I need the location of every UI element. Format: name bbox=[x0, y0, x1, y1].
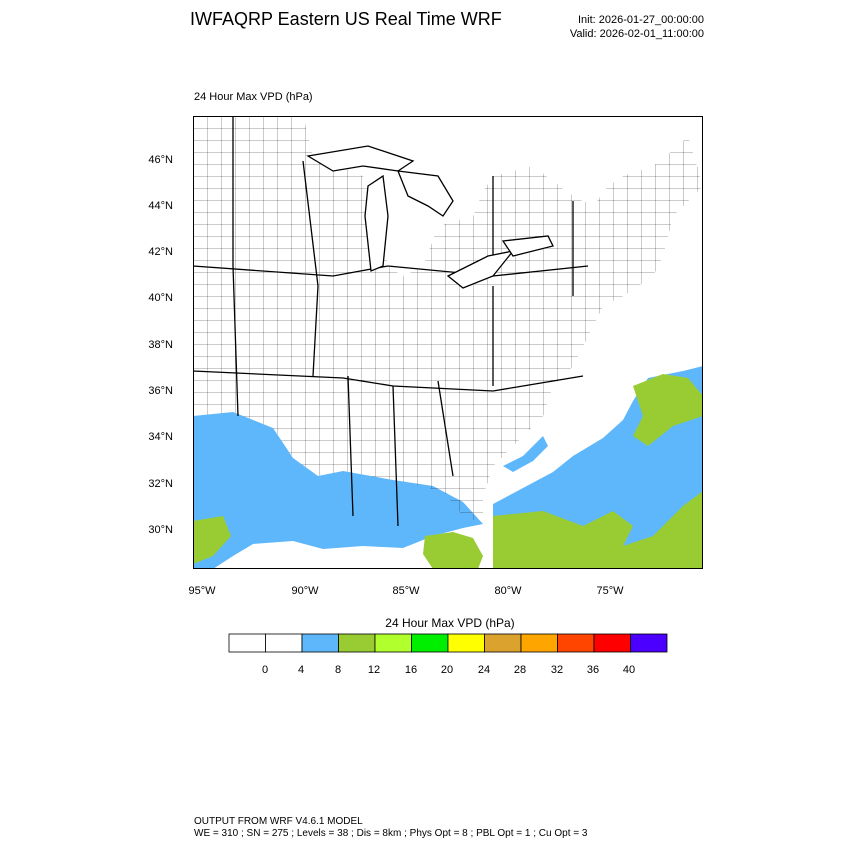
lon-label: 90°W bbox=[291, 585, 319, 597]
colorbar-label: 12 bbox=[367, 664, 381, 676]
colorbar-swatch bbox=[520, 633, 558, 653]
colorbar-swatch bbox=[411, 633, 449, 653]
colorbar-label: 24 bbox=[477, 664, 491, 676]
lat-label: 30°N bbox=[148, 524, 173, 536]
valid-time: Valid: 2026-02-01_11:00:00 bbox=[569, 28, 704, 40]
lon-label: 75°W bbox=[596, 585, 624, 597]
colorbar-swatch bbox=[630, 633, 668, 653]
colorbar-label: 28 bbox=[513, 664, 527, 676]
colorbar-swatch bbox=[301, 633, 339, 653]
colorbar-swatch bbox=[265, 633, 303, 653]
vpd-map bbox=[193, 116, 703, 569]
vpd-green-region-ocean-south bbox=[493, 491, 703, 569]
colorbar-title: 24 Hour Max VPD (hPa) bbox=[385, 616, 515, 630]
footer-model-line: OUTPUT FROM WRF V4.6.1 MODEL bbox=[194, 816, 363, 827]
colorbar-label: 36 bbox=[586, 664, 600, 676]
colorbar bbox=[228, 633, 668, 653]
lat-label: 40°N bbox=[148, 292, 173, 304]
field-label: 24 Hour Max VPD (hPa) bbox=[194, 91, 313, 103]
colorbar-label: 0 bbox=[261, 664, 269, 676]
lat-label: 46°N bbox=[148, 154, 173, 166]
plot-title: IWFAQRP Eastern US Real Time WRF bbox=[190, 9, 502, 29]
init-time: Init: 2026-01-27_00:00:00 bbox=[578, 14, 704, 26]
vpd-blue-region-gulf bbox=[193, 412, 483, 569]
lat-label: 38°N bbox=[148, 339, 173, 351]
lat-label: 32°N bbox=[148, 478, 173, 490]
colorbar-swatch bbox=[593, 633, 631, 653]
lat-label: 34°N bbox=[148, 431, 173, 443]
land-counties bbox=[193, 116, 703, 524]
lat-label: 36°N bbox=[148, 385, 173, 397]
vpd-green-region-florida bbox=[423, 532, 483, 569]
colorbar-swatch bbox=[228, 633, 266, 653]
lon-label: 95°W bbox=[188, 585, 216, 597]
footer-config-line: WE = 310 ; SN = 275 ; Levels = 38 ; Dis … bbox=[194, 828, 588, 839]
colorbar-swatch bbox=[338, 633, 376, 653]
lon-label: 80°W bbox=[494, 585, 522, 597]
colorbar-label: 4 bbox=[297, 664, 305, 676]
colorbar-swatch bbox=[484, 633, 522, 653]
vpd-green-region-texas bbox=[193, 516, 231, 564]
vpd-blue-region-carolina bbox=[503, 436, 548, 472]
great-lakes bbox=[306, 145, 554, 289]
colorbar-label: 20 bbox=[440, 664, 454, 676]
colorbar-label: 40 bbox=[622, 664, 636, 676]
colorbar-swatch bbox=[447, 633, 485, 653]
colorbar-label: 8 bbox=[334, 664, 342, 676]
colorbar-swatch bbox=[374, 633, 412, 653]
colorbar-label: 16 bbox=[404, 664, 418, 676]
colorbar-swatch bbox=[557, 633, 595, 653]
lat-label: 42°N bbox=[148, 246, 173, 258]
vpd-green-region-ocean-east bbox=[633, 374, 703, 446]
lon-label: 85°W bbox=[392, 585, 420, 597]
colorbar-label: 32 bbox=[550, 664, 564, 676]
lat-label: 44°N bbox=[148, 200, 173, 212]
